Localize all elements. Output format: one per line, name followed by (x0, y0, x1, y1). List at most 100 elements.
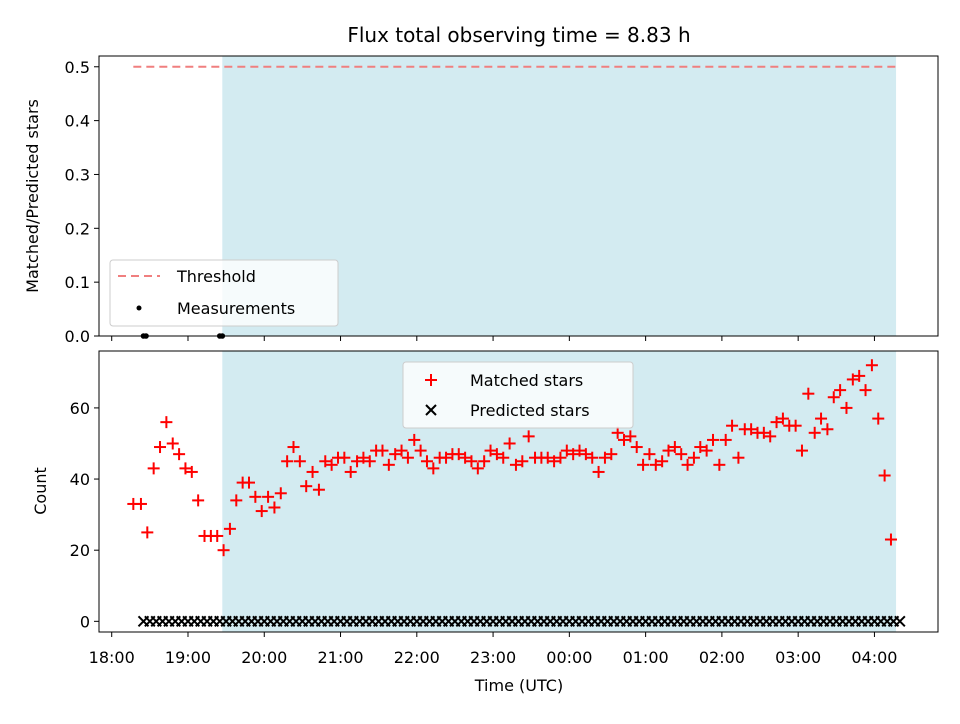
bottom-panel-frame (98, 350, 939, 633)
matched-star-point (471, 462, 484, 475)
matched-star-point (681, 458, 694, 471)
matched-star-point (808, 426, 821, 439)
matched-star-point (662, 444, 675, 457)
matched-star-point (789, 419, 802, 432)
matched-star-point (459, 451, 472, 464)
matched-star-point (154, 441, 167, 454)
chart-title: Flux total observing time = 8.83 h (347, 23, 690, 47)
legend-matched-swatch (425, 374, 437, 386)
matched-star-point (395, 444, 408, 457)
matched-star-point (560, 444, 573, 457)
matched-star-point (618, 433, 631, 446)
x-tick-label: 00:00 (546, 648, 592, 667)
matched-star-point (592, 465, 605, 478)
bottom-y-tick-label: 20 (70, 541, 90, 560)
matched-star-point (440, 451, 453, 464)
matched-star-point (262, 490, 275, 503)
matched-star-point (306, 465, 319, 478)
bottom-y-tick-label: 60 (70, 399, 90, 418)
matched-star-point (293, 455, 306, 468)
matched-star-point (706, 433, 719, 446)
top-legend-box (109, 259, 339, 327)
x-tick-label: 18:00 (89, 648, 135, 667)
matched-star-point (770, 416, 783, 429)
matched-star-point (173, 448, 186, 461)
matched-star-point (694, 441, 707, 454)
matched-star-point (351, 455, 364, 468)
matched-star-point (497, 451, 510, 464)
matched-star-point (643, 448, 656, 461)
matched-star-point (579, 448, 592, 461)
x-tick-label: 20:00 (241, 648, 287, 667)
legend-matched-label: Matched stars (470, 371, 583, 390)
bottom-y-ticks: 0 20 40 60 (70, 399, 99, 631)
bottom-panel: 0 20 40 60 18:00 19:00 20:00 21:00 22:00 23:00 00… (31, 350, 939, 695)
matched-star-point (223, 522, 236, 535)
matched-star-point (522, 430, 535, 443)
matched-star-point (700, 444, 713, 457)
matched-star-point (726, 419, 739, 432)
matched-star-point (637, 458, 650, 471)
matched-star-point (605, 448, 618, 461)
matched-star-point (548, 455, 561, 468)
predicted-star-point (894, 615, 906, 628)
top-y-tick-label: 0.3 (65, 165, 90, 184)
matched-star-point (274, 487, 287, 500)
matched-star-point (344, 465, 357, 478)
matched-star-point (312, 483, 325, 496)
matched-star-point (465, 455, 478, 468)
matched-star-point (745, 423, 758, 436)
matched-star-point (834, 384, 847, 397)
x-tick-label: 22:00 (394, 648, 440, 667)
matched-star-point (179, 462, 192, 475)
matched-star-point (846, 373, 859, 386)
matched-star-point (624, 430, 637, 443)
top-panel-frame (98, 55, 939, 337)
top-y-tick-label: 0.1 (65, 273, 90, 292)
matched-star-point (802, 387, 815, 400)
matched-star-point (827, 391, 840, 404)
matched-star-point (821, 423, 834, 436)
matched-star-point (668, 441, 681, 454)
x-axis-label: Time (UTC) (474, 676, 563, 695)
top-legend: Threshold Measurements (109, 259, 339, 327)
matched-star-point (408, 433, 421, 446)
matched-star-point (872, 412, 885, 425)
legend-measurements-swatch (136, 305, 142, 311)
matched-star-point (325, 458, 338, 471)
matched-star-point (376, 444, 389, 457)
legend-predicted-label: Predicted stars (470, 401, 590, 420)
matched-star-point (884, 533, 897, 546)
matched-star-point (134, 497, 147, 510)
top-y-axis-label: Matched/Predicted stars (23, 99, 42, 293)
matched-star-point (357, 451, 370, 464)
top-x-ticks (111, 336, 875, 341)
matched-star-point (713, 458, 726, 471)
x-tick-label: 04:00 (851, 648, 897, 667)
legend-predicted-swatch (425, 404, 437, 416)
top-y-ticks: 0.0 0.1 0.2 0.3 0.4 0.5 (65, 58, 99, 346)
matched-star-point (516, 455, 529, 468)
matched-star-point (217, 544, 230, 557)
matched-star-point (878, 469, 891, 482)
matched-star-point (554, 451, 567, 464)
matched-star-point (268, 501, 281, 514)
matched-star-point (478, 455, 491, 468)
matched-star-point (243, 476, 256, 489)
matched-star-point (687, 451, 700, 464)
matched-star-point (795, 444, 808, 457)
matched-star-point (840, 401, 853, 414)
x-tick-label: 23:00 (470, 648, 516, 667)
predicted-stars-points (137, 615, 906, 628)
top-panel: 0.0 0.1 0.2 0.3 0.4 0.5 Matched/Predicted sta… (23, 55, 939, 346)
matched-star-point (185, 465, 198, 478)
matched-star-point (249, 490, 262, 503)
matched-star-point (192, 494, 205, 507)
matched-star-point (363, 455, 376, 468)
matched-star-point (166, 437, 179, 450)
x-tick-label: 01:00 (623, 648, 669, 667)
matched-star-point (484, 444, 497, 457)
matched-star-point (427, 462, 440, 475)
matched-star-point (319, 455, 332, 468)
